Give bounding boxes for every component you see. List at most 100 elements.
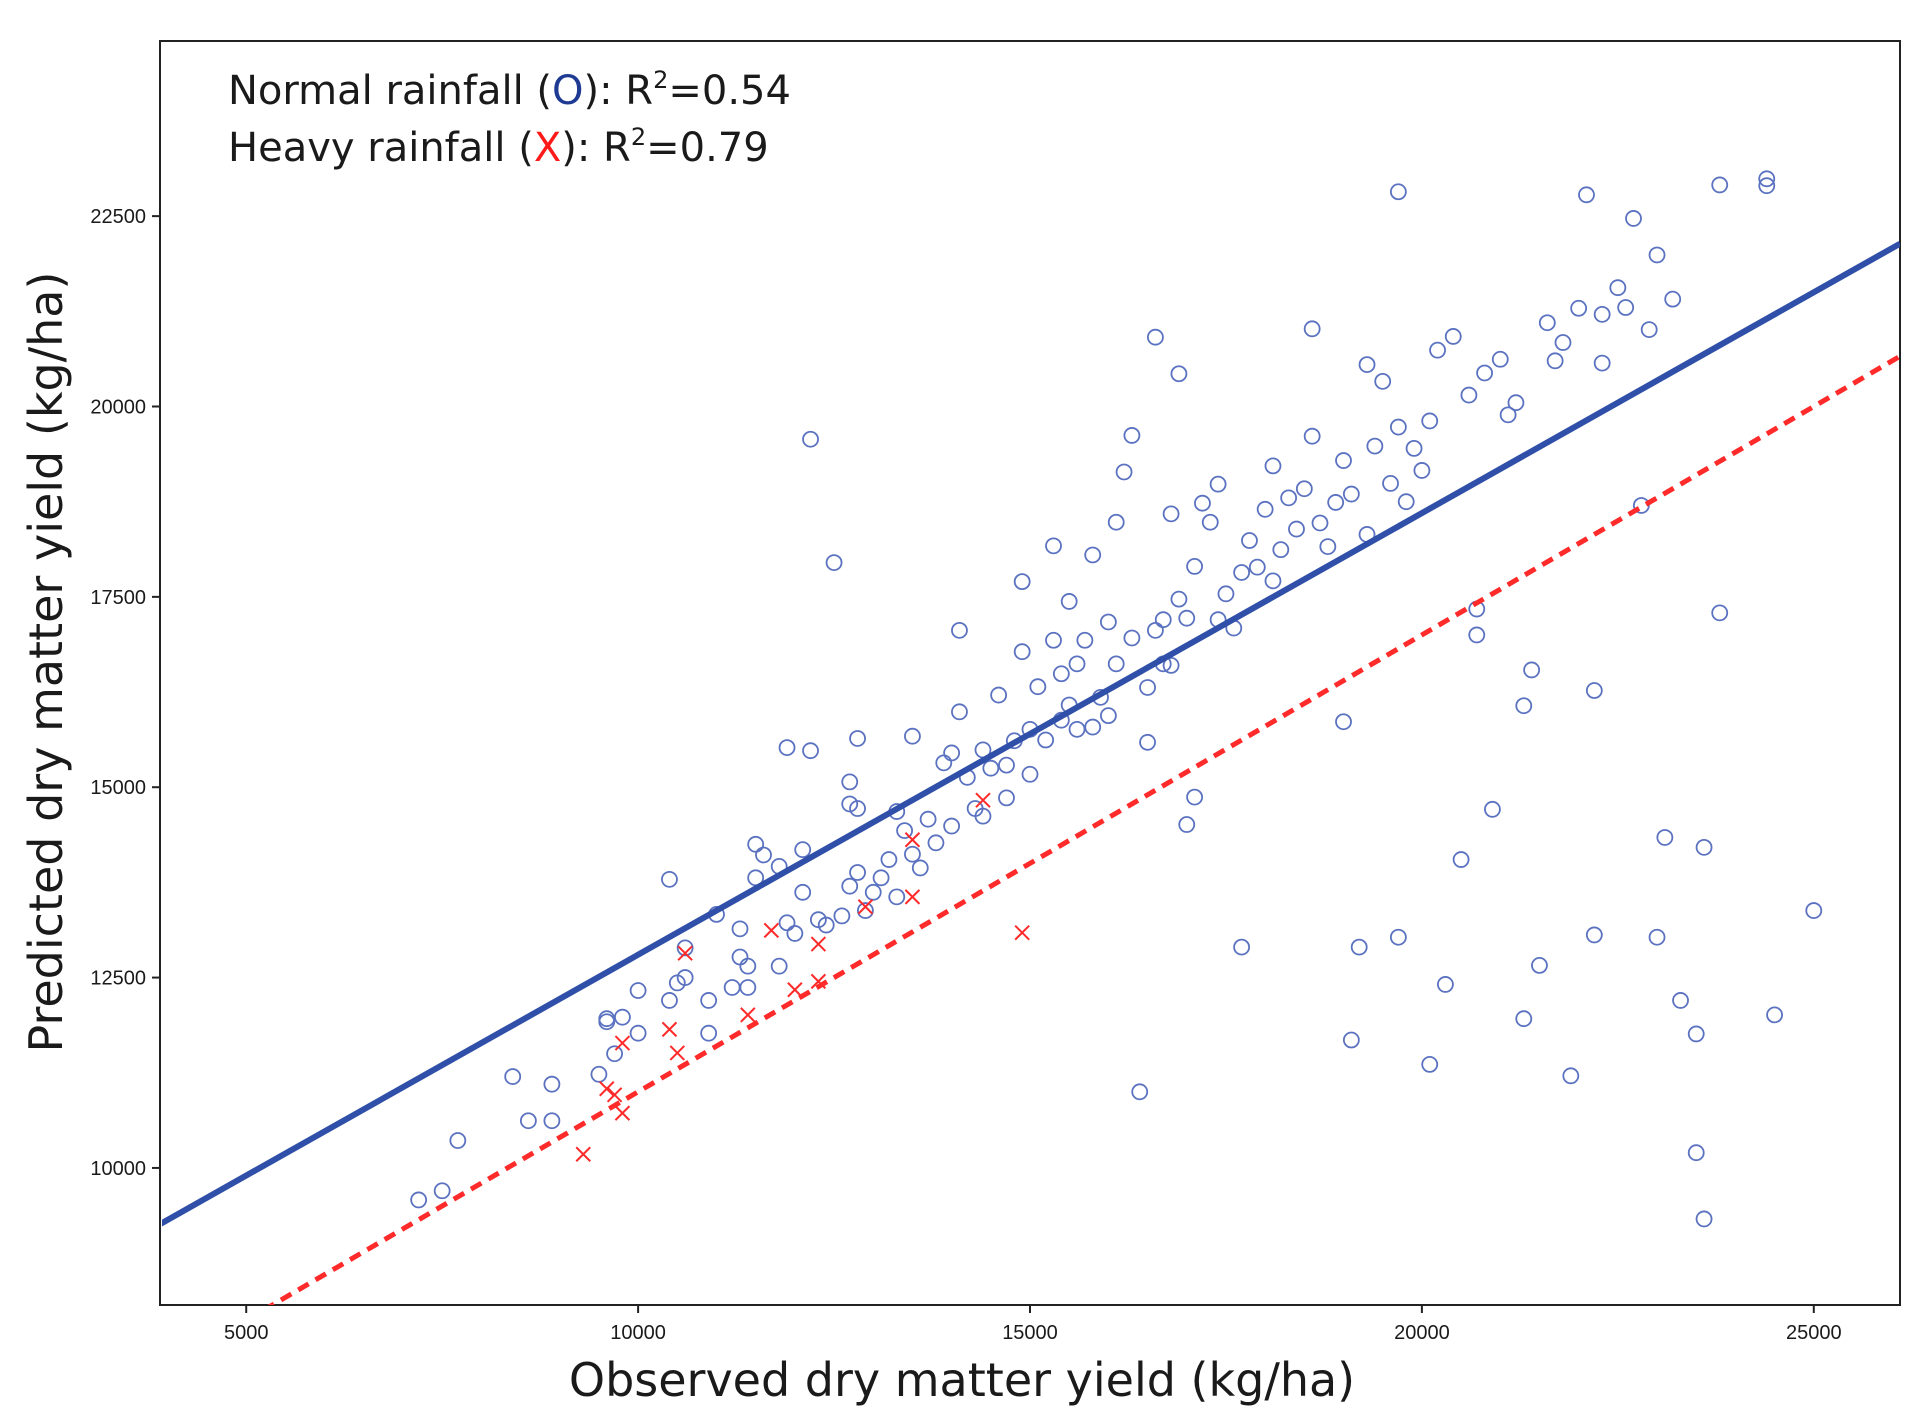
normal-rainfall-point (1389, 183, 1407, 201)
normal-rainfall-point (951, 621, 968, 639)
normal-rainfall-point (802, 430, 819, 448)
normal-rainfall-point (629, 982, 647, 999)
normal-rainfall-point (1194, 494, 1211, 512)
normal-rainfall-point (1805, 902, 1823, 919)
normal-rainfall-point (1131, 1083, 1149, 1101)
normal-rainfall-point (770, 957, 788, 975)
y-tick-label: 17500 (90, 587, 146, 609)
normal-rainfall-point (1060, 593, 1078, 610)
normal-rainfall-point (1507, 394, 1525, 412)
normal-rainfall-point (1147, 621, 1164, 639)
normal-rainfall-point (606, 1045, 623, 1063)
normal-rainfall-point (1123, 427, 1141, 444)
normal-rainfall-point (1233, 564, 1251, 581)
normal-rainfall-point (1687, 1144, 1705, 1162)
normal-rainfall-point (778, 739, 796, 757)
fit-lines-layer (162, 241, 1900, 1305)
normal-rainfall-point (1139, 679, 1156, 696)
normal-rainfall-point (1233, 938, 1251, 956)
y-tick-label: 20000 (90, 396, 146, 418)
normal-rainfall-point (543, 1112, 561, 1130)
normal-rainfall-point (1084, 546, 1102, 564)
x-tick-label: 15000 (1002, 1322, 1058, 1344)
normal-rainfall-point (794, 883, 812, 901)
normal-rainfall-point (1170, 365, 1188, 383)
normal-rainfall-point (1295, 480, 1313, 498)
normal-rainfall-point (1515, 697, 1533, 715)
normal-rainfall-point (1648, 928, 1666, 946)
normal-rainfall-point (880, 851, 898, 868)
normal-rainfall-point (1695, 838, 1713, 856)
x-tick-label: 5000 (224, 1322, 269, 1344)
heavy-rainfall-point (575, 1146, 591, 1162)
normal-rainfall-point (1476, 364, 1493, 382)
normal-rainfall-point (1554, 334, 1572, 351)
normal-rainfall-point (1460, 386, 1478, 404)
normal-rainfall-point (1758, 170, 1776, 188)
normal-rainfall-point (1672, 992, 1689, 1009)
normal-rainfall-point (1429, 341, 1446, 359)
normal-rainfall-point (1099, 707, 1117, 725)
normal-rainfall-point (1209, 475, 1227, 493)
normal-rainfall-point (872, 869, 890, 887)
normal-rainfall-point (817, 916, 835, 934)
normal-rainfall-point (904, 727, 921, 745)
legend-normal-marker: O (552, 68, 583, 114)
normal-rainfall-point (1186, 788, 1203, 806)
y-axis-title: Predicted dry matter yield (kg/ha) (19, 272, 73, 1053)
normal-rainfall-point (1303, 320, 1321, 338)
normal-rainfall-point (747, 835, 765, 853)
normal-rainfall-point (1358, 356, 1376, 374)
plot-frame (159, 40, 1901, 1306)
normal-rainfall-point (841, 773, 859, 791)
normal-rainfall-point (1382, 474, 1399, 492)
normal-rainfall-point (1107, 655, 1125, 673)
normal-rainfall-point (1585, 926, 1603, 944)
normal-rainfall-point (1758, 177, 1776, 195)
normal-rainfall-point (700, 1024, 718, 1042)
normal-rainfall-point (504, 1068, 522, 1085)
normal-rainfall-point (1374, 372, 1392, 390)
normal-rainfall-point (778, 914, 796, 932)
normal-rainfall-point (857, 902, 874, 919)
normal-rainfall-point (731, 920, 749, 938)
normal-rainfall-point (1625, 210, 1642, 227)
normal-rainfall-fit-line (162, 241, 1900, 1227)
normal-rainfall-point (1664, 290, 1682, 308)
y-tick-label: 15000 (90, 777, 146, 799)
normal-rainfall-point (1311, 514, 1329, 532)
normal-rainfall-point (598, 1013, 616, 1031)
normal-rainfall-point (1389, 418, 1407, 436)
normal-rainfall-point (676, 969, 694, 986)
normal-rainfall-point (519, 1112, 537, 1130)
normal-rainfall-point (1766, 1006, 1783, 1024)
normal-rainfall-point (1186, 557, 1203, 575)
y-tick-label: 12500 (90, 968, 146, 990)
normal-rainfall-point (1013, 643, 1031, 661)
normal-rainfall-point (1107, 513, 1125, 531)
heavy-rainfall-point (1014, 924, 1030, 941)
normal-rainfall-point (786, 925, 804, 942)
normal-rainfall-point (1711, 176, 1729, 194)
normal-rainfall-point (1335, 452, 1352, 469)
heavy-rainfall-point (810, 936, 827, 952)
normal-rainfall-point (1578, 186, 1595, 204)
normal-rainfall-point (1342, 485, 1360, 503)
normal-rainfall-point (1327, 494, 1345, 511)
legend-heavy-r2: =0.79 (646, 125, 769, 171)
normal-rainfall-point (1523, 661, 1541, 679)
normal-rainfall-point (1123, 629, 1141, 647)
normal-rainfall-point (1280, 489, 1298, 507)
normal-rainfall-point (998, 789, 1015, 807)
heavy-rainfall-point (975, 792, 991, 808)
y-tick-label: 10000 (90, 1158, 146, 1180)
normal-rainfall-point (449, 1132, 467, 1149)
normal-rainfall-point (1045, 631, 1062, 649)
normal-rainfall-point (1468, 626, 1486, 644)
normal-rainfall-point (1115, 463, 1133, 481)
normal-rainfall-point (841, 877, 859, 895)
normal-rainfall-point (676, 939, 694, 957)
legend-normal-post: ): R (584, 68, 654, 114)
legend-heavy-pre: Heavy rainfall ( (228, 125, 534, 171)
legend-heavy: Heavy rainfall (X): R2=0.79 (228, 123, 769, 171)
